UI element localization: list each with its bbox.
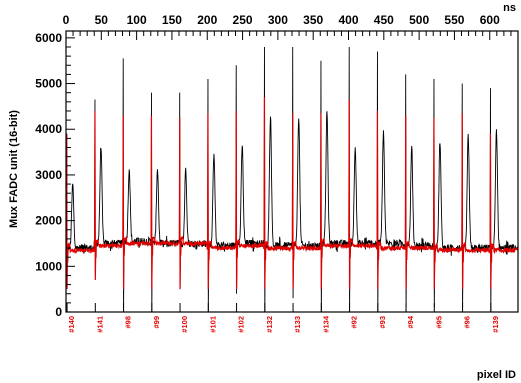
pixel-id-label: #96: [463, 316, 472, 329]
y-tick-label: 4000: [35, 122, 62, 136]
top-tick-label: 350: [303, 13, 323, 27]
pixel-id-label: #99: [152, 316, 161, 329]
pixel-id-label: #139: [491, 316, 500, 333]
top-tick-label: 400: [338, 13, 358, 27]
y-tick-label: 1000: [35, 259, 62, 273]
top-tick-label: 600: [480, 13, 500, 27]
series-line-black: [66, 46, 518, 312]
top-tick-label: 250: [233, 13, 253, 27]
y-tick-label: 3000: [35, 168, 62, 182]
plot-area: [66, 46, 518, 312]
pixel-id-label: #93: [378, 316, 387, 329]
top-tick-label: 0: [63, 13, 70, 27]
top-tick-label: 50: [95, 13, 109, 27]
pixel-id-label: #98: [124, 316, 133, 329]
y-tick-label: 0: [55, 305, 62, 319]
top-tick-label: 150: [162, 13, 182, 27]
top-tick-label: 300: [268, 13, 288, 27]
pixel-id-label: #95: [434, 316, 443, 329]
x-axis-title-top: ns: [503, 2, 516, 14]
pixel-id-label: #140: [67, 316, 76, 333]
top-tick-label: 200: [197, 13, 217, 27]
pixel-id-label: #133: [293, 316, 302, 333]
pixel-id-label: #100: [180, 316, 189, 333]
y-tick-label: 6000: [35, 31, 62, 45]
pixel-id-label: #101: [208, 316, 217, 333]
series-line-red: [66, 97, 518, 290]
top-tick-label: 550: [444, 13, 464, 27]
x-axis-title-bottom: pixel ID: [477, 369, 516, 381]
pixel-id-label: #132: [265, 316, 274, 333]
pixel-id-label: #102: [237, 316, 246, 333]
top-tick-label: 500: [409, 13, 429, 27]
pixel-id-label: #134: [321, 315, 330, 333]
pixel-id-label: #92: [350, 316, 359, 329]
y-tick-label: 5000: [35, 77, 62, 91]
pixel-id-label: #94: [406, 315, 415, 328]
y-axis-title: Mux FADC unit (16-bit): [8, 110, 20, 228]
top-tick-label: 100: [127, 13, 147, 27]
top-tick-label: 450: [374, 13, 394, 27]
pixel-id-label: #141: [95, 316, 104, 333]
y-tick-label: 2000: [35, 214, 62, 228]
